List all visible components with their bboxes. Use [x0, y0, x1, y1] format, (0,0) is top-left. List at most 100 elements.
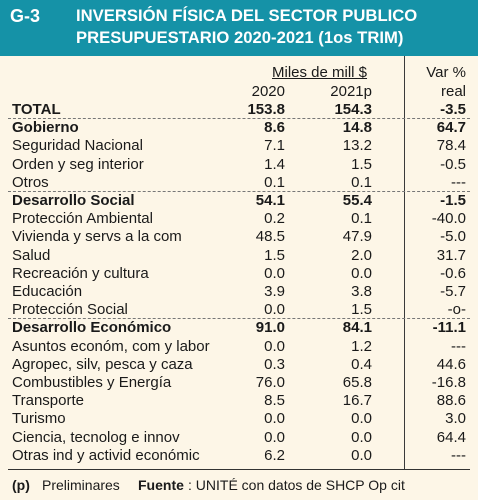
row-label: Recreación y cultura	[12, 264, 149, 282]
year2-header: 2021p	[330, 83, 372, 100]
value-2021p: 1.5	[351, 155, 372, 173]
value-2020: 0.3	[264, 355, 285, 373]
section-separator	[8, 118, 470, 120]
value-2021p: 47.9	[342, 228, 372, 246]
value-2020: 0.0	[264, 337, 285, 355]
value-2020: 1.4	[264, 155, 285, 173]
footer-rule	[8, 469, 470, 470]
footer-p-text: Preliminares	[42, 477, 120, 493]
value-2020: 8.6	[264, 119, 285, 137]
value-var-real: -1.5	[440, 192, 466, 209]
value-2020: 76.0	[255, 374, 285, 391]
value-2020: 0.0	[264, 264, 285, 282]
header-banner: G-3 INVERSIÓN FÍSICA DEL SECTOR PUBLICO …	[0, 0, 478, 56]
var-subheader: real	[440, 83, 466, 100]
value-2020: 0.0	[264, 301, 285, 319]
row-label: Transporte	[12, 392, 84, 410]
value-var-real: -3.5	[440, 101, 466, 118]
row-label: Protección Social	[12, 301, 128, 319]
value-2021p: 0.1	[351, 173, 372, 191]
value-2020: 153.8	[247, 101, 285, 118]
value-var-real: 3.0	[445, 410, 466, 428]
value-var-real: ---	[451, 446, 466, 464]
value-2021p: 154.3	[334, 101, 372, 118]
row-label: Combustibles y Energía	[12, 374, 172, 391]
value-2020: 54.1	[255, 192, 285, 209]
section-row: Desarrollo Social 54.1 55.4 -1.5	[0, 192, 478, 210]
value-var-real: -16.8	[431, 374, 466, 391]
table-row: Agropec, silv, pesca y caza 0.3 0.4 44.6	[0, 356, 478, 374]
row-label: TOTAL	[12, 101, 61, 118]
value-var-real: 64.4	[436, 428, 466, 446]
table-row: Turismo 0.0 0.0 3.0	[0, 410, 478, 428]
value-2021p: 65.8	[342, 374, 372, 391]
value-2021p: 55.4	[342, 192, 372, 209]
value-var-real: 44.6	[436, 355, 466, 373]
table-row: Salud 1.5 2.0 31.7	[0, 247, 478, 265]
table-row: Protección Ambiental 0.2 0.1 -40.0	[0, 210, 478, 228]
row-label: Educación	[12, 283, 83, 300]
row-label: Gobierno	[12, 119, 79, 137]
value-var-real: -11.1	[432, 319, 466, 337]
table-row: Transporte 8.5 16.7 88.6	[0, 392, 478, 410]
value-2020: 0.0	[264, 410, 285, 428]
section-row: TOTAL 153.8 154.3 -3.5	[0, 101, 478, 119]
value-var-real: -5.0	[440, 228, 466, 246]
row-label: Orden y seg interior	[12, 155, 144, 173]
row-label: Otros	[12, 173, 49, 191]
row-label: Otras ind y activid económic	[12, 446, 200, 464]
row-label: Agropec, silv, pesca y caza	[12, 355, 193, 373]
value-2021p: 1.2	[351, 337, 372, 355]
value-var-real: -o-	[447, 301, 466, 319]
value-var-real: 78.4	[436, 137, 466, 155]
footer-source-label: Fuente	[138, 477, 184, 493]
table-row: Orden y seg interior 1.4 1.5 -0.5	[0, 156, 478, 174]
table-row: Vivienda y servs a la com 48.5 47.9 -5.0	[0, 228, 478, 246]
value-2021p: 3.8	[351, 283, 372, 300]
value-2021p: 0.0	[351, 264, 372, 282]
value-2020: 91.0	[255, 319, 285, 337]
section-row: Gobierno 8.6 14.8 64.7	[0, 119, 478, 137]
value-var-real: -5.7	[440, 283, 466, 300]
row-label: Turismo	[12, 410, 66, 428]
value-2021p: 16.7	[342, 392, 372, 410]
value-2021p: 2.0	[351, 246, 372, 264]
value-var-real: -40.0	[431, 210, 466, 228]
row-label: Salud	[12, 246, 51, 264]
table-row: Otras ind y activid económic 6.2 0.0 ---	[0, 447, 478, 465]
value-2021p: 0.0	[351, 410, 372, 428]
year1-header: 2020	[251, 83, 285, 100]
row-label: Asuntos económ, com y labor	[12, 337, 210, 355]
value-2020: 1.5	[264, 246, 285, 264]
footer-p-marker: (p)	[12, 477, 30, 493]
value-var-real: 64.7	[436, 119, 466, 137]
value-2021p: 13.2	[342, 137, 372, 155]
value-var-real: -0.5	[440, 155, 466, 173]
table-row: Seguridad Nacional 7.1 13.2 78.4	[0, 137, 478, 155]
section-separator	[8, 318, 470, 320]
table-row: Protección Social 0.0 1.5 -o-	[0, 301, 478, 319]
var-header: Var %	[426, 64, 466, 81]
value-2021p: 14.8	[342, 119, 372, 137]
value-2021p: 0.0	[351, 428, 372, 446]
table-row: Asuntos económ, com y labor 0.0 1.2 ---	[0, 338, 478, 356]
footer-source-text: : UNITÉ con datos de SHCP Op cit	[188, 477, 405, 493]
value-2021p: 0.0	[351, 446, 372, 464]
graph-id: G-3	[10, 6, 41, 26]
table-row: Otros 0.1 0.1 ---	[0, 174, 478, 192]
value-var-real: ---	[451, 173, 466, 191]
section-separator	[8, 191, 470, 192]
row-label: Desarrollo Económico	[12, 319, 172, 337]
footer: (p) Preliminares Fuente : UNITÉ con dato…	[0, 470, 478, 500]
row-label: Desarrollo Social	[12, 192, 135, 209]
row-label: Ciencia, tecnolog e innov	[12, 428, 180, 446]
table-row: Educación 3.9 3.8 -5.7	[0, 283, 478, 301]
value-2020: 8.5	[264, 392, 285, 410]
value-2020: 48.5	[255, 228, 285, 246]
value-2020: 3.9	[264, 283, 285, 300]
title-line-2: PRESUPUESTARIO 2020-2021 (1os TRIM)	[76, 28, 404, 47]
row-label: Seguridad Nacional	[12, 137, 143, 155]
value-2020: 0.2	[264, 210, 285, 228]
table-row: Recreación y cultura 0.0 0.0 -0.6	[0, 265, 478, 283]
